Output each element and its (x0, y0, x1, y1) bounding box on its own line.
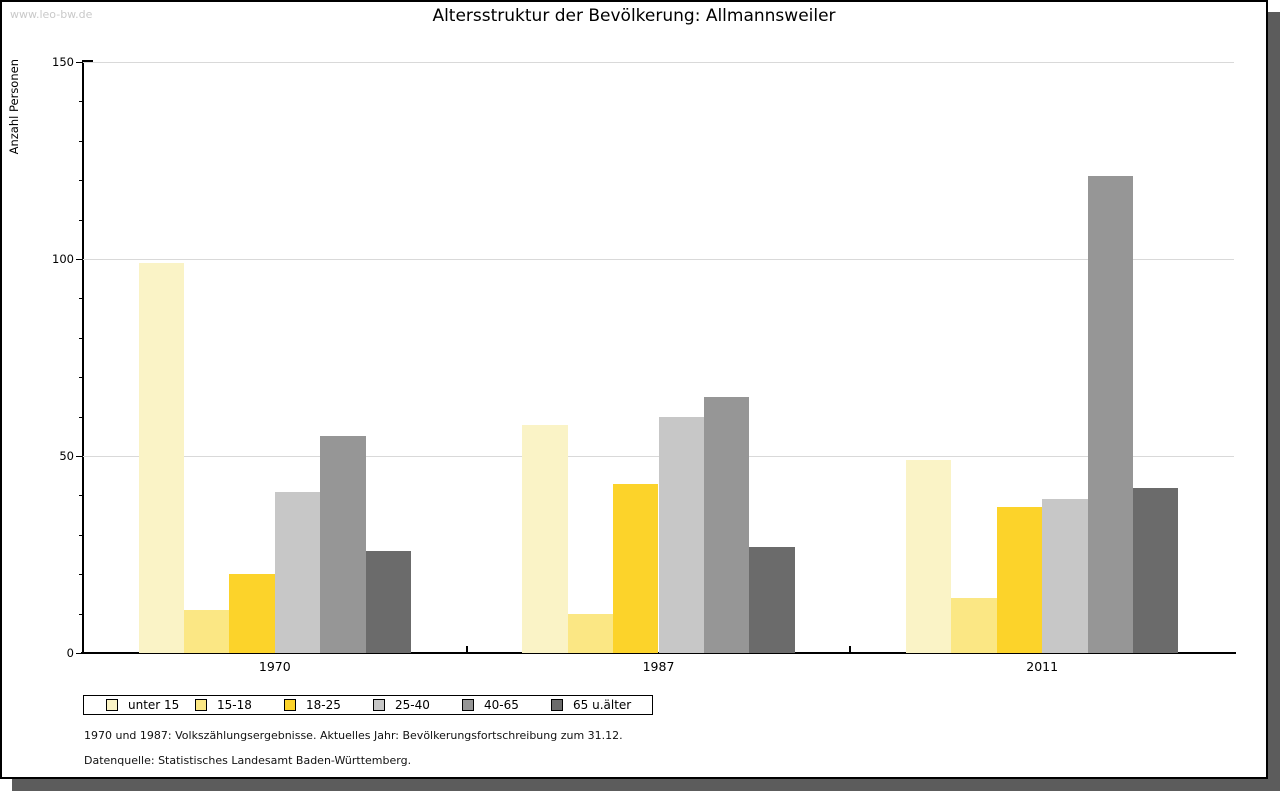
y-major-tick-150 (76, 62, 83, 63)
bar-1987-65-u.älter (749, 546, 795, 653)
legend-label: unter 15 (128, 698, 180, 712)
legend-swatch-icon (462, 699, 474, 711)
y-minor-tick-70 (79, 377, 83, 379)
x-category-label-1970: 1970 (258, 659, 291, 674)
legend-swatch-icon (373, 699, 385, 711)
bar-1970-65-u.älter (365, 550, 411, 653)
legend-item-40-65: 40-65 (462, 698, 519, 712)
legend-label: 18-25 (306, 698, 341, 712)
bar-1987-40-65 (703, 396, 750, 653)
legend: unter 15 15-18 18-25 25-40 40-65 65 u.älter (83, 695, 653, 715)
y-tick-label-150: 150 (52, 55, 74, 69)
bar-1987-15-18 (567, 613, 614, 653)
page-title: Altersstruktur der Bevölkerung: Allmanns… (432, 6, 836, 26)
y-axis-line (82, 60, 84, 654)
y-minor-tick-60 (79, 416, 83, 418)
y-tick-label-0: 0 (66, 646, 74, 660)
bar-1970-25-40 (274, 491, 321, 653)
bar-2011-18-25 (996, 507, 1043, 653)
y-minor-tick-90 (79, 298, 83, 300)
y-minor-tick-80 (79, 337, 83, 339)
plot-area (83, 62, 1234, 653)
y-axis-top-cap (82, 60, 93, 62)
bar-2011-unter-15 (906, 459, 952, 653)
y-minor-tick-10 (79, 613, 83, 615)
gridline-150 (83, 62, 1234, 63)
bar-1987-18-25 (613, 483, 659, 653)
y-minor-tick-120 (79, 180, 83, 182)
chart-canvas: www.leo-bw.de Altersstruktur der Bevölke… (0, 0, 1268, 779)
legend-swatch-icon (195, 699, 207, 711)
x-category-label-1987: 1987 (642, 659, 675, 674)
legend-item-15-18: 15-18 (195, 698, 252, 712)
y-axis-label: Anzahl Personen (7, 59, 21, 155)
legend-label: 25-40 (395, 698, 430, 712)
footnote-source-note: 1970 und 1987: Volkszählungsergebnisse. … (84, 729, 623, 742)
legend-item-unter-15: unter 15 (106, 698, 179, 712)
y-major-tick-50 (76, 456, 83, 457)
bar-2011-15-18 (951, 597, 997, 653)
watermark: www.leo-bw.de (10, 8, 93, 21)
y-minor-tick-40 (79, 495, 83, 497)
y-minor-tick-140 (79, 101, 83, 103)
x-axis-line (81, 652, 1236, 654)
bar-2011-40-65 (1087, 176, 1133, 653)
gridline-100 (83, 259, 1234, 260)
legend-swatch-icon (551, 699, 563, 711)
bar-1970-18-25 (229, 574, 275, 653)
legend-label: 65 u.älter (573, 698, 632, 712)
bar-1987-25-40 (658, 416, 704, 653)
y-minor-tick-110 (79, 219, 83, 221)
y-major-tick-0 (76, 653, 83, 654)
bar-2011-25-40 (1042, 499, 1088, 653)
bar-2011-65-u.älter (1133, 487, 1179, 653)
legend-label: 15-18 (217, 698, 252, 712)
legend-swatch-icon (106, 699, 118, 711)
bar-1970-15-18 (184, 609, 230, 653)
footnote-data-source: Datenquelle: Statistisches Landesamt Bad… (84, 754, 412, 767)
y-tick-label-100: 100 (52, 252, 74, 266)
bar-1970-40-65 (320, 436, 366, 653)
y-minor-tick-20 (79, 574, 83, 576)
y-major-tick-100 (76, 259, 83, 260)
bar-1987-unter-15 (522, 424, 568, 653)
legend-item-18-25: 18-25 (284, 698, 341, 712)
legend-label: 40-65 (484, 698, 519, 712)
y-minor-tick-30 (79, 534, 83, 536)
legend-item-25-40: 25-40 (373, 698, 430, 712)
bar-1970-unter-15 (138, 262, 184, 653)
group-separator-tick (465, 646, 468, 653)
legend-item-65-u.älter: 65 u.älter (551, 698, 631, 712)
legend-swatch-icon (284, 699, 296, 711)
y-tick-label-50: 50 (59, 449, 74, 463)
y-minor-tick-130 (79, 140, 83, 142)
group-separator-tick (849, 646, 852, 653)
x-category-label-2011: 2011 (1026, 659, 1059, 674)
